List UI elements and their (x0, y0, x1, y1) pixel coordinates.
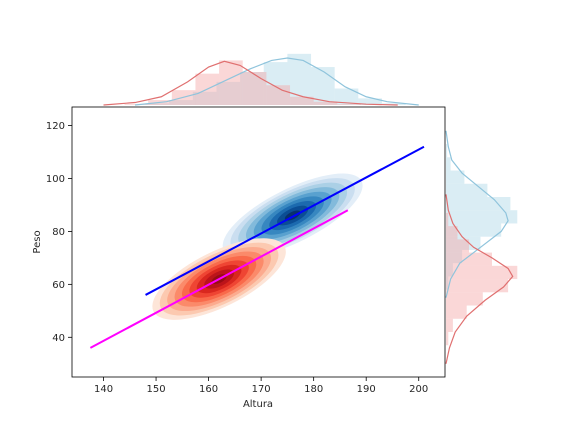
right-hist-bar-red (446, 265, 518, 280)
top-hist-bar-blue (334, 88, 359, 105)
x-tick-label: 140 (94, 384, 113, 395)
x-tick-label: 150 (147, 384, 166, 395)
top-marginal-histogram (103, 53, 419, 106)
y-tick-label: 100 (46, 174, 65, 185)
right-hist-bar-blue (446, 170, 465, 184)
right-hist-bar-blue (446, 144, 448, 158)
right-hist-bar-red (446, 252, 492, 266)
y-axis-ticks: 40 60 80 100 120 (46, 121, 72, 344)
top-hist-bar-blue (381, 103, 406, 105)
right-hist-bar-red (446, 305, 467, 319)
y-tick-label: 40 (52, 333, 65, 344)
top-hist-bar-blue (216, 81, 241, 105)
top-hist-bar-blue (240, 72, 264, 105)
y-tick-label: 80 (52, 227, 65, 238)
right-hist-bar-red (446, 239, 469, 253)
top-hist-bar-blue (169, 100, 193, 105)
x-tick-label: 180 (304, 384, 323, 395)
regression-line-blue (145, 145, 425, 296)
top-hist-bar-blue (263, 62, 288, 105)
x-tick-label: 190 (357, 384, 376, 395)
right-hist-bar-blue (446, 236, 481, 250)
right-hist-bar-blue (446, 276, 449, 290)
x-axis-ticks: 140 150 160 170 180 190 200 (94, 377, 428, 395)
regression-line-magenta (89, 209, 349, 349)
top-hist-bar-blue (145, 103, 170, 105)
plot-frame (71, 106, 446, 378)
right-hist-bar-blue (446, 249, 463, 264)
x-axis-label: Altura (243, 399, 273, 410)
top-hist-bar-red (313, 101, 338, 105)
right-hist-bar-red (446, 226, 458, 240)
right-hist-bar-red (446, 212, 449, 227)
y-tick-label: 120 (46, 121, 65, 132)
top-kde-curve-blue (134, 57, 419, 106)
right-hist-bar-red (446, 318, 453, 332)
y-axis-label: Peso (32, 230, 43, 253)
right-hist-bar-red (446, 332, 449, 346)
top-hist-bar-red (242, 72, 267, 105)
top-hist-bar-red (290, 96, 314, 105)
x-tick-label: 170 (252, 384, 271, 395)
top-hist-bar-blue (358, 98, 382, 105)
right-hist-bar-red (446, 292, 483, 306)
right-hist-bar-blue (446, 157, 451, 171)
top-hist-bar-red (337, 104, 361, 105)
right-kde-curve-red (445, 194, 514, 364)
top-kde-curve-red (103, 60, 398, 106)
right-hist-bar-blue (446, 183, 488, 197)
x-tick-label: 200 (409, 384, 428, 395)
right-hist-bar-blue (446, 210, 518, 224)
regression-lines (89, 145, 425, 349)
x-tick-label: 160 (199, 384, 218, 395)
y-tick-label: 60 (52, 280, 65, 291)
top-hist-bar-blue (311, 67, 335, 105)
right-hist-bar-red (446, 279, 509, 293)
top-hist-bar-red (219, 60, 243, 105)
right-marginal-histogram (445, 130, 518, 364)
top-hist-bar-blue (287, 53, 312, 105)
right-hist-bar-blue (446, 197, 511, 211)
right-hist-bar-blue (446, 263, 453, 277)
top-hist-bar-blue (192, 91, 217, 105)
right-kde-curve-blue (445, 130, 509, 298)
